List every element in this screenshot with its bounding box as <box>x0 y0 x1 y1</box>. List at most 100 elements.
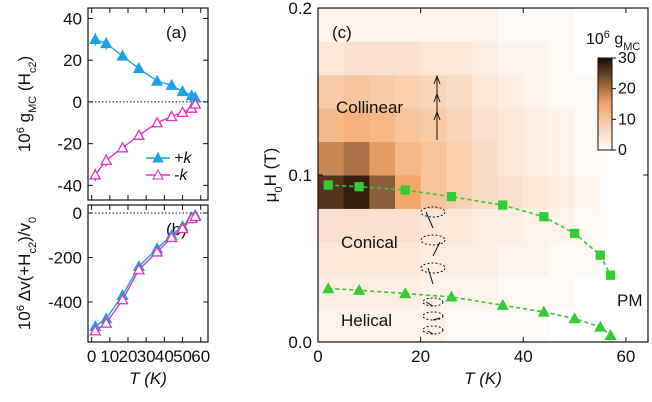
heatmap <box>318 8 627 342</box>
heat-cell <box>420 141 447 176</box>
y-tick-label: 40 <box>63 9 82 28</box>
label-part: Δv(+H <box>15 254 34 306</box>
heat-cell <box>471 108 499 143</box>
axis-label: 106 Δv(+Hc2)/v0 <box>15 217 39 330</box>
label-part: MC <box>27 96 39 113</box>
x-tick-label: 50 <box>173 347 192 366</box>
y-tick-label: 0.0 <box>288 333 312 352</box>
heat-cell <box>318 108 345 143</box>
heat-cell <box>343 208 370 243</box>
heat-cell <box>420 41 447 76</box>
heat-cell <box>548 74 576 109</box>
heat-cell <box>369 141 396 176</box>
marker <box>150 116 164 128</box>
heat-cell <box>318 141 345 176</box>
phase-label: Conical <box>341 233 398 252</box>
heat-cell <box>574 74 601 109</box>
x-tick-label: 40 <box>155 347 174 366</box>
x-tick-label: 60 <box>616 347 635 366</box>
heat-cell <box>369 74 396 109</box>
colorbar-tick-label: 30 <box>618 50 636 67</box>
heat-cell <box>523 241 550 276</box>
marker <box>165 78 178 90</box>
heat-cell <box>446 74 473 109</box>
heat-cell <box>343 308 370 342</box>
marker <box>537 305 550 317</box>
heat-cell <box>574 141 601 176</box>
marker <box>498 200 508 210</box>
heat-cell <box>548 8 576 42</box>
marker <box>89 32 102 44</box>
label-part: 6 <box>604 29 610 41</box>
marker <box>132 263 146 275</box>
heat-cell <box>394 241 422 276</box>
marker <box>595 250 605 260</box>
heat-cell <box>600 275 627 310</box>
heat-cell <box>471 308 499 342</box>
heat-cell <box>318 308 345 342</box>
label-part: H (T) <box>261 148 280 187</box>
marker <box>445 290 458 302</box>
x-tick-label: 10 <box>100 347 119 366</box>
marker <box>446 192 457 202</box>
heat-cell <box>318 208 345 243</box>
heat-cell <box>574 308 601 342</box>
axis-label: 106 gMC <box>586 29 640 53</box>
marker <box>116 141 129 153</box>
colorbar-tick-label: 20 <box>618 81 636 98</box>
heat-cell <box>318 41 345 76</box>
heat-cell <box>343 8 370 42</box>
marker <box>400 185 410 195</box>
heat-cell <box>369 308 396 342</box>
heat-cell <box>446 175 473 209</box>
heat-cell <box>497 208 524 243</box>
heat-cell <box>446 275 473 310</box>
heat-cell <box>523 8 550 42</box>
heat-cell <box>497 74 524 109</box>
heat-cell <box>523 141 550 176</box>
marker <box>165 231 178 243</box>
heat-cell <box>471 241 499 276</box>
heat-cell <box>497 308 524 342</box>
heat-cell <box>318 74 345 109</box>
label-part: 6 <box>15 305 27 311</box>
marker <box>132 62 146 74</box>
heat-cell <box>369 108 396 143</box>
y-tick-label: 0.2 <box>288 0 312 18</box>
heat-cell <box>343 108 370 143</box>
heat-cell <box>394 74 422 109</box>
marker <box>539 212 549 222</box>
heat-cell <box>318 241 345 276</box>
label-part: )/v <box>15 223 34 242</box>
heat-cell <box>446 141 473 176</box>
label-part: 6 <box>15 127 27 133</box>
heat-cell <box>420 208 447 243</box>
marker <box>116 293 129 305</box>
phase-label: Collinear <box>336 98 403 117</box>
marker <box>132 128 146 140</box>
y-tick-label: 0.1 <box>288 166 312 185</box>
y-tick-label: -200 <box>48 248 82 267</box>
x-axis-label: T (K) <box>129 369 167 388</box>
heat-cell <box>497 41 524 76</box>
heat-cell <box>497 141 524 176</box>
heat-cell <box>394 208 422 243</box>
axis-label: μ0H (T) <box>261 148 285 203</box>
heat-cell <box>446 41 473 76</box>
label-part: MC <box>623 41 640 53</box>
heat-cell <box>343 74 370 109</box>
marker <box>496 298 509 310</box>
marker <box>189 210 202 221</box>
marker <box>89 324 102 336</box>
heat-cell <box>574 8 601 42</box>
heat-cell <box>369 208 396 243</box>
marker <box>322 282 335 294</box>
legend-marker <box>152 168 164 180</box>
heat-cell <box>420 241 447 276</box>
label-part: 0 <box>273 186 285 192</box>
heat-cell <box>548 41 576 76</box>
heat-cell <box>318 8 345 42</box>
heat-cell <box>523 41 550 76</box>
marker <box>150 74 164 86</box>
